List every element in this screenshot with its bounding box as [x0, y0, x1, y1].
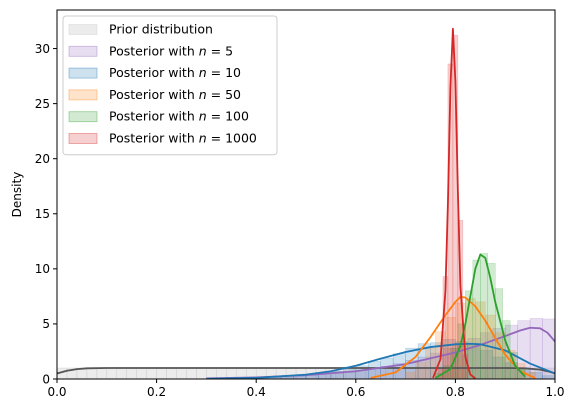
histogram-bar: [146, 367, 157, 379]
y-tick-label: 10: [35, 262, 50, 276]
legend-box: [62, 15, 278, 156]
histogram-bar: [517, 320, 531, 379]
legend-swatch: [68, 67, 98, 79]
y-tick-label: 30: [35, 42, 50, 56]
legend-swatch: [68, 133, 98, 144]
histogram-bar: [166, 367, 177, 379]
legend-label: Posterior with n = 10: [109, 65, 241, 80]
histogram-bar: [186, 367, 197, 379]
legend: Prior distribution Posterior with n = 5 Po…: [62, 15, 278, 156]
histogram-bar: [472, 259, 481, 379]
x-tick-label: 0.8: [446, 385, 465, 399]
histogram-bar: [96, 367, 108, 379]
histogram-bar: [430, 342, 444, 379]
histogram-bar: [176, 367, 187, 379]
kde-curve: [435, 253, 526, 379]
histogram-bar: [405, 372, 416, 379]
legend-label: Posterior with n = 1000: [109, 131, 257, 146]
y-tick-label: 15: [35, 207, 50, 221]
y-axis-label: Density: [10, 172, 24, 218]
histogram-bar: [487, 263, 496, 379]
y-tick-label: 20: [35, 152, 50, 166]
histogram-bar: [86, 367, 98, 379]
histogram-bar: [343, 368, 357, 379]
histogram-bar: [196, 367, 207, 379]
legend-swatch: [68, 24, 98, 35]
legend-swatch: [68, 89, 98, 101]
histogram-bar: [442, 365, 451, 379]
x-tick-label: 1.0: [545, 385, 564, 399]
y-tick-label: 25: [35, 97, 50, 111]
legend-label: Prior distribution: [109, 22, 213, 37]
x-tick-label: 0.2: [147, 385, 166, 399]
histogram-bar: [106, 367, 118, 379]
histogram-bar: [415, 362, 426, 379]
plot-frame: [56, 9, 556, 380]
histogram-bar: [116, 367, 127, 379]
legend-swatch: [68, 111, 98, 123]
histogram-layer: [57, 35, 555, 379]
histogram-bar: [126, 367, 137, 379]
legend-label: Posterior with n = 50: [109, 87, 241, 102]
kde-curve: [57, 367, 555, 375]
histogram-bar: [156, 367, 167, 379]
y-tick-label: 5: [42, 317, 50, 331]
legend-label: Posterior with n = 5: [109, 43, 233, 58]
histogram-bar: [480, 253, 489, 379]
legend-label: Posterior with n = 100: [109, 109, 249, 124]
histogram-bar: [509, 352, 518, 379]
x-tick-label: 0.0: [47, 385, 66, 399]
legend-swatch: [68, 45, 98, 57]
histogram-bar: [136, 367, 147, 379]
x-tick-label: 0.6: [346, 385, 365, 399]
kde-curve: [432, 27, 476, 379]
kde-curve: [370, 296, 536, 379]
histogram-bar: [268, 377, 282, 379]
y-axis: 0 5 10 15 20 25 30: [35, 42, 57, 386]
histogram-bar: [494, 288, 503, 379]
x-tick-label: 0.4: [247, 385, 266, 399]
y-tick-label: 0: [42, 372, 50, 386]
histogram-bar: [206, 367, 217, 379]
kde-curve-layer: [57, 27, 555, 379]
histogram-bar: [480, 350, 493, 379]
x-axis: 0.0 0.2 0.4 0.6 0.8 1.0: [47, 379, 565, 399]
